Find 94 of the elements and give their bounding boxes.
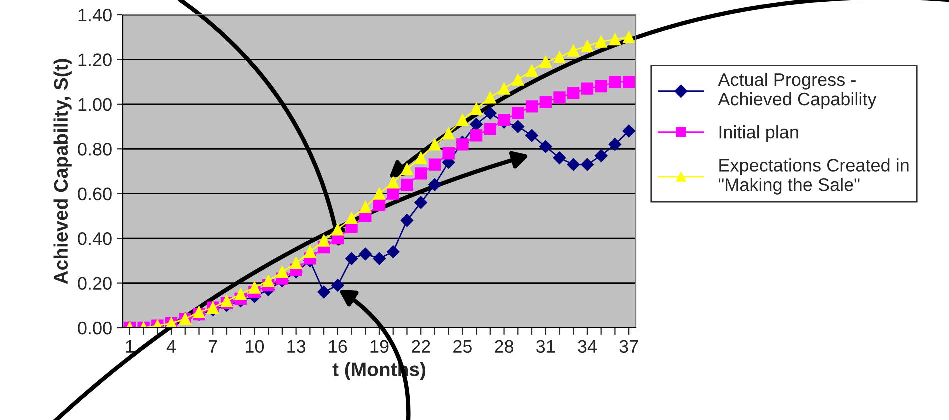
point — [414, 196, 428, 210]
point — [345, 252, 358, 266]
point — [442, 148, 455, 160]
x-tick-label: 28 — [495, 340, 514, 354]
point — [304, 246, 316, 258]
point — [595, 36, 608, 48]
y-tick-label: 0.20 — [78, 277, 112, 290]
point — [262, 274, 275, 288]
point — [568, 87, 580, 100]
point — [276, 266, 289, 278]
point — [554, 51, 566, 64]
point — [567, 158, 580, 172]
point — [595, 80, 608, 93]
point — [581, 158, 594, 172]
legend-label: Actual Progress - Achieved Capability — [718, 72, 877, 110]
point — [442, 127, 455, 140]
point — [526, 100, 538, 113]
point — [387, 176, 400, 189]
point — [512, 74, 524, 86]
x-tick-label: 34 — [578, 340, 597, 354]
legend-label: Initial plan — [720, 126, 798, 142]
x-tick-label: 19 — [370, 340, 389, 354]
point — [290, 257, 302, 270]
x-tick-label: 25 — [454, 340, 472, 354]
x-tick-label: 1 — [126, 340, 134, 353]
point — [498, 82, 510, 95]
point — [594, 149, 608, 162]
point — [609, 34, 622, 46]
y-axis-title: Achieved Capability, S(t) — [54, 59, 72, 284]
point — [400, 214, 414, 228]
point — [428, 178, 442, 192]
x-tick-label: 4 — [166, 340, 176, 353]
point — [581, 40, 594, 52]
point — [609, 76, 622, 88]
point — [498, 114, 510, 126]
point — [581, 82, 594, 95]
point — [386, 246, 400, 258]
point — [387, 188, 400, 200]
point — [456, 138, 469, 151]
point — [512, 107, 524, 120]
point — [401, 163, 414, 176]
point — [512, 120, 525, 134]
y-tick-label: 1.20 — [78, 54, 112, 66]
point — [470, 118, 483, 131]
x-tick-label: 13 — [288, 340, 306, 354]
point — [484, 122, 496, 136]
point — [540, 96, 552, 108]
y-tick-label: 0.40 — [78, 232, 112, 246]
x-tick-label: 31 — [536, 340, 556, 354]
point — [539, 140, 552, 154]
point — [540, 56, 552, 68]
point — [554, 92, 566, 104]
point — [332, 224, 344, 236]
y-tick-label: 1.00 — [78, 98, 112, 112]
x-tick-label: 7 — [209, 340, 218, 353]
point — [428, 158, 442, 171]
point — [373, 252, 386, 266]
x-tick-label: 22 — [412, 340, 430, 353]
point — [234, 288, 247, 301]
point — [526, 64, 538, 77]
point — [608, 138, 622, 152]
point — [622, 124, 636, 138]
point — [248, 282, 261, 294]
point — [360, 201, 372, 214]
y-tick-label: 0.00 — [78, 322, 112, 335]
point — [346, 212, 358, 225]
point — [415, 152, 428, 164]
point — [553, 152, 566, 164]
point — [401, 178, 414, 191]
point — [484, 106, 497, 120]
x-tick-label: 16 — [329, 340, 348, 354]
point — [456, 114, 469, 126]
point — [428, 138, 442, 151]
point — [193, 306, 206, 318]
point — [470, 130, 483, 142]
point — [331, 279, 344, 292]
point — [318, 286, 330, 299]
y-tick-label: 1.40 — [78, 8, 112, 22]
point — [484, 92, 496, 104]
y-tick-label: 0.60 — [78, 188, 112, 201]
point — [359, 248, 372, 261]
point — [373, 188, 386, 200]
x-tick-label: 10 — [246, 340, 264, 354]
point — [318, 234, 330, 247]
point — [470, 102, 483, 115]
point — [568, 44, 580, 57]
x-tick-label: 37 — [620, 340, 638, 354]
point — [622, 76, 636, 88]
point — [415, 168, 428, 180]
point — [526, 129, 538, 142]
point — [373, 198, 386, 212]
y-tick-label: 0.80 — [78, 143, 112, 156]
point — [622, 31, 636, 44]
legend-label: Expectations Created in "Making the Sale" — [718, 158, 909, 195]
